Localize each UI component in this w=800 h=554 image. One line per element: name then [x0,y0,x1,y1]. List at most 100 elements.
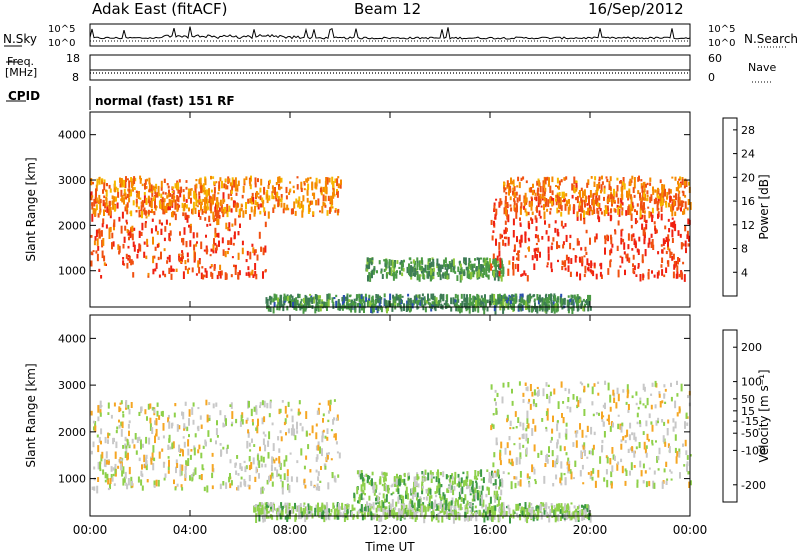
scatter-cell [278,461,281,468]
scatter-cell [604,402,606,410]
scatter-cell [570,307,573,310]
scatter-cell [438,487,441,495]
scatter-cell [332,502,335,509]
scatter-cell [610,237,613,245]
scatter-cell [513,476,516,480]
scatter-cell [568,204,571,211]
scatter-cell [167,444,170,450]
scatter-cell [689,480,692,486]
scatter-cell [350,511,353,518]
scatter-cell [328,508,330,514]
scatter-cell [285,186,288,194]
scatter-cell [437,505,440,511]
scatter-cell [646,190,649,195]
scatter-cell [255,191,258,198]
scatter-cell [255,513,258,516]
scatter-cell [678,178,681,181]
scatter-cell [192,232,195,239]
scatter-cell [267,184,270,189]
scatter-cell [118,424,121,429]
scatter-cell [300,304,303,308]
scatter-cell [493,452,496,458]
scatter-cell [264,434,267,437]
scatter-cell [642,403,645,406]
scatter-cell [629,422,632,429]
scatter-cell [646,433,649,440]
scatter-cell [600,184,603,192]
scatter-cell [632,187,635,193]
scatter-cell [524,231,527,236]
scatter-cell [126,262,129,269]
scatter-cell [559,204,562,210]
scatter-cell [414,490,417,498]
scatter-cell [262,271,264,279]
scatter-cell [464,302,467,310]
scatter-cell [363,482,366,491]
scatter-cell [353,492,356,499]
scatter-cell [564,477,567,486]
scatter-cell [457,298,460,303]
scatter-cell [151,211,154,214]
scatter-cell [470,479,473,485]
scatter-cell [417,294,420,299]
scatter-cell [178,444,181,453]
scatter-cell [443,302,446,306]
scatter-cell [125,482,128,486]
scatter-cell [536,180,539,186]
scatter-cell [108,184,111,189]
scatter-cell [336,502,339,505]
scatter-cell [284,405,287,414]
scatter-cell [537,195,540,203]
scatter-cell [278,186,281,191]
scatter-cell [676,207,679,211]
scatter-cell [541,302,544,309]
scatter-cell [670,206,672,212]
scatter-cell [616,387,619,395]
scatter-cell [539,186,542,193]
scatter-cell [325,302,327,308]
scatter-cell [636,483,639,488]
scatter-cell [487,506,490,513]
scatter-cell [666,428,669,436]
scatter-cell [259,446,261,452]
scatter-cell [341,304,344,311]
scatter-cell [505,296,508,301]
scatter-cell [540,450,543,455]
scatter-cell [104,436,107,444]
scatter-cell [313,485,316,489]
scatter-cell [261,417,264,425]
scatter-cell [632,205,635,209]
scatter-cell [464,480,467,484]
scatter-cell [153,457,156,462]
scatter-cell [679,176,682,181]
scatter-cell [326,454,329,460]
scatter-cell [381,483,384,487]
scatter-cell [383,293,386,298]
scatter-cell [361,473,363,479]
scatter-cell [122,478,125,486]
scatter-cell [138,457,141,462]
scatter-cell [371,269,374,275]
scatter-cell [591,199,594,206]
scatter-cell [522,399,525,403]
scatter-cell [113,219,116,227]
scatter-cell [279,430,282,434]
scatter-cell [513,186,516,192]
scatter-cell [286,508,289,515]
scatter-cell [99,198,102,204]
scatter-cell [237,485,240,491]
scatter-cell [152,185,155,191]
scatter-cell [157,185,160,194]
scatter-cell [385,258,387,264]
scatter-cell [337,176,340,179]
scatter-cell [509,297,512,301]
scatter-cell [92,420,95,424]
scatter-cell [485,262,488,267]
scatter-cell [347,504,350,510]
scatter-cell [146,178,149,182]
scatter-cell [112,467,115,471]
scatter-cell [257,418,259,427]
scatter-cell [155,418,158,426]
scatter-cell [380,505,383,512]
scatter-cell [185,199,188,203]
